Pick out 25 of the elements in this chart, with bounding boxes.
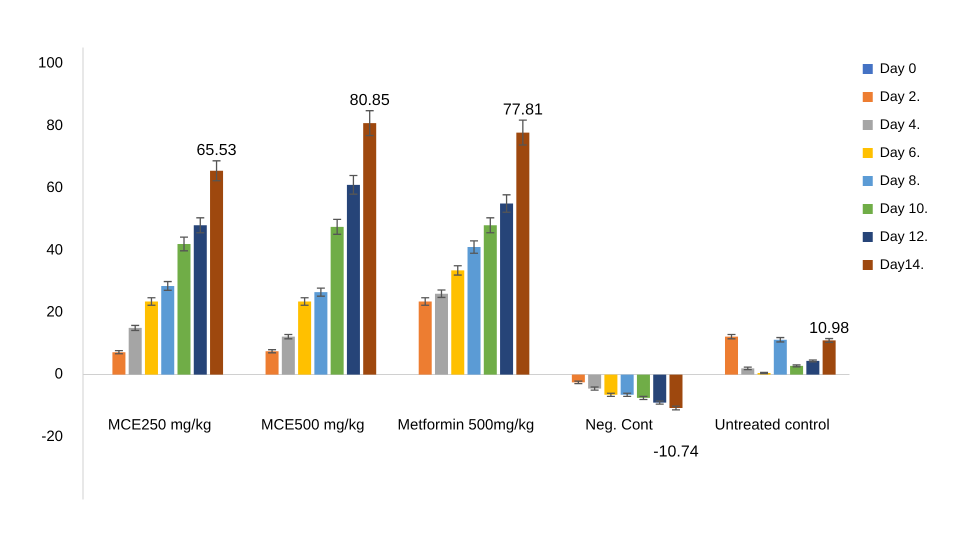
data-label: 80.85 [350,92,390,110]
data-label: 65.53 [196,142,237,160]
legend-label: Day 8. [880,172,920,188]
y-tick-label: 60 [46,179,64,196]
y-tick-label: 80 [46,116,64,134]
data-label: 77.81 [502,102,543,119]
x-tick-label: Untreated control [714,416,830,434]
data-label: 10.98 [809,320,850,337]
y-tick-label: -20 [41,428,64,445]
y-tick-label: 40 [46,241,64,258]
data-label: -10.74 [653,443,699,460]
x-tick-label: Metformin 500mg/kg [398,416,534,434]
legend-label: Day14. [880,256,924,272]
x-tick-label: MCE250 mg/kg [108,416,212,434]
y-tick-label: 0 [54,366,64,383]
legend-label: Day 4. [880,116,920,132]
legend-label: Day 0 [880,60,917,76]
legend-label: Day 12. [880,228,928,244]
legend-label: Day 10. [880,200,928,216]
y-tick-label: 100 [38,54,64,72]
x-tick-label: Neg. Cont [585,416,654,434]
y-tick-label: 20 [46,304,64,321]
legend-label: Day 6. [880,144,920,160]
legend-label: Day 2. [880,88,920,104]
x-tick-label: MCE500 mg/kg [261,416,364,434]
